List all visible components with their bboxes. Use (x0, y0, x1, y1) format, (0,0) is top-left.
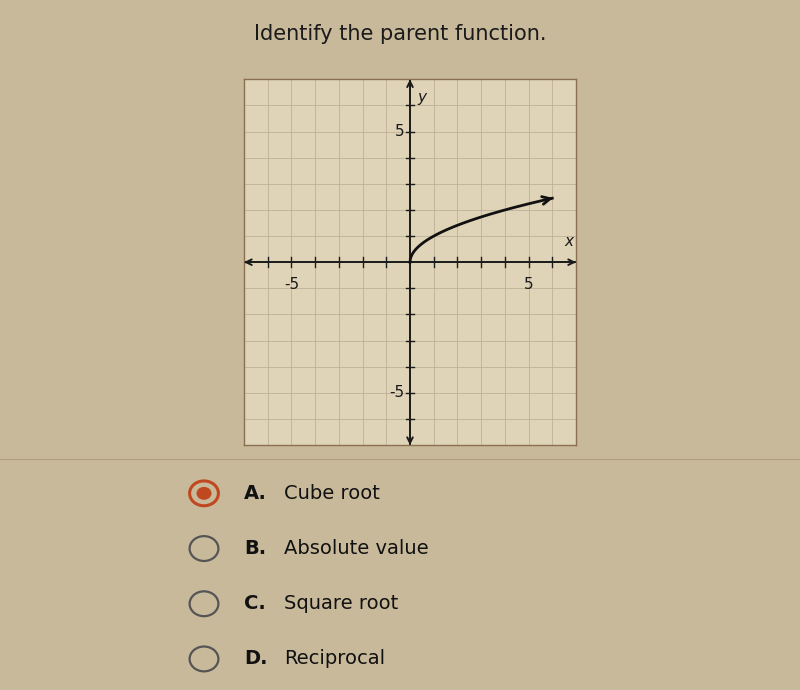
Text: x: x (564, 234, 574, 249)
Text: B.: B. (244, 539, 266, 558)
Text: A.: A. (244, 484, 267, 503)
Text: -5: -5 (389, 385, 404, 400)
Text: -5: -5 (284, 277, 299, 292)
Text: Identify the parent function.: Identify the parent function. (254, 24, 546, 44)
Text: 5: 5 (394, 124, 404, 139)
Text: Reciprocal: Reciprocal (284, 649, 385, 669)
Text: Absolute value: Absolute value (284, 539, 429, 558)
Text: C.: C. (244, 594, 266, 613)
Text: 5: 5 (524, 277, 534, 292)
Text: y: y (417, 90, 426, 105)
Text: Cube root: Cube root (284, 484, 380, 503)
Text: D.: D. (244, 649, 267, 669)
Text: Square root: Square root (284, 594, 398, 613)
